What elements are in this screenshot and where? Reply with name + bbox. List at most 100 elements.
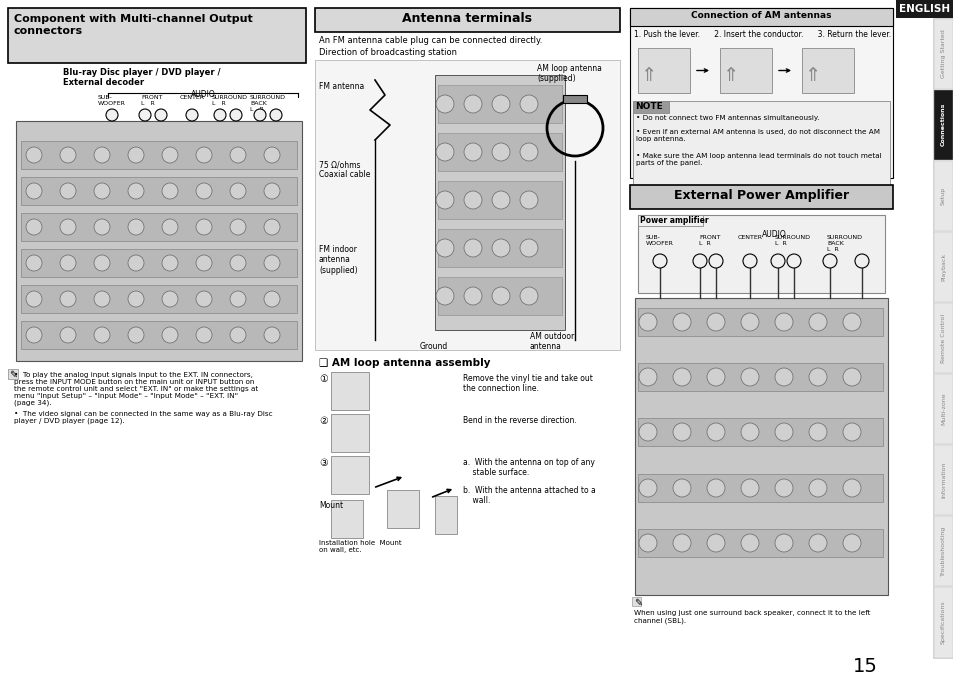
Circle shape	[186, 109, 198, 121]
Bar	[437, 85, 561, 123]
Text: SURROUND
L   R: SURROUND L R	[212, 95, 248, 106]
Circle shape	[195, 255, 212, 271]
Text: ①: ①	[318, 374, 328, 384]
Bar	[21, 285, 296, 313]
Circle shape	[162, 219, 178, 235]
Text: FRONT
L   R: FRONT L R	[141, 95, 163, 106]
Text: Connection of AM antennas: Connection of AM antennas	[691, 11, 831, 20]
Text: AUDIO: AUDIO	[760, 230, 785, 239]
Text: Setup: Setup	[940, 187, 945, 205]
Text: Specifications: Specifications	[940, 601, 945, 644]
Circle shape	[740, 534, 759, 552]
Text: CENTER: CENTER	[737, 235, 761, 240]
Bar	[629, 185, 892, 209]
Text: AM loop antenna
(supplied): AM loop antenna (supplied)	[537, 64, 601, 84]
Circle shape	[706, 423, 724, 441]
Circle shape	[740, 479, 759, 497]
Circle shape	[672, 423, 690, 441]
Circle shape	[195, 291, 212, 307]
Circle shape	[463, 287, 481, 305]
Text: When using just one surround back speaker, connect it to the left
channel (SBL).: When using just one surround back speake…	[634, 610, 869, 624]
Bar	[331, 500, 363, 538]
Text: Remove the vinyl tie and take out
the connection line.: Remove the vinyl tie and take out the co…	[462, 374, 592, 394]
Bar	[933, 446, 952, 515]
Bar	[895, 0, 953, 18]
Circle shape	[60, 327, 76, 343]
Circle shape	[230, 147, 246, 163]
Circle shape	[436, 95, 454, 113]
Circle shape	[519, 191, 537, 209]
Text: Mount: Mount	[318, 501, 343, 510]
Circle shape	[842, 313, 861, 331]
Text: ✎: ✎	[634, 598, 641, 608]
Text: ❑ AM loop antenna assembly: ❑ AM loop antenna assembly	[318, 358, 490, 368]
Text: Playback: Playback	[940, 253, 945, 281]
Circle shape	[519, 143, 537, 161]
Circle shape	[492, 287, 510, 305]
Bar	[435, 75, 564, 330]
Circle shape	[774, 423, 792, 441]
Circle shape	[639, 423, 657, 441]
Text: SUB-
WOOFER: SUB- WOOFER	[98, 95, 126, 106]
Text: Getting Started: Getting Started	[940, 29, 945, 78]
Bar	[635, 298, 887, 595]
Bar	[720, 48, 771, 93]
Bar	[933, 516, 952, 587]
Text: ③: ③	[318, 458, 328, 468]
Bar	[21, 177, 296, 205]
Circle shape	[740, 368, 759, 386]
Text: FRONT
L  R: FRONT L R	[699, 235, 720, 246]
Circle shape	[230, 109, 242, 121]
Bar	[633, 101, 668, 113]
Circle shape	[842, 423, 861, 441]
Circle shape	[639, 313, 657, 331]
Bar	[933, 18, 952, 88]
Circle shape	[94, 291, 110, 307]
Text: Troubleshooting: Troubleshooting	[940, 526, 945, 576]
Circle shape	[672, 479, 690, 497]
Circle shape	[26, 183, 42, 199]
Text: SURROUND
L  R: SURROUND L R	[774, 235, 810, 246]
Circle shape	[519, 95, 537, 113]
Circle shape	[128, 327, 144, 343]
Bar	[437, 277, 561, 315]
Text: Blu-ray Disc player / DVD player /
External decoder: Blu-ray Disc player / DVD player / Exter…	[63, 68, 220, 87]
Circle shape	[463, 143, 481, 161]
Circle shape	[706, 534, 724, 552]
Circle shape	[786, 254, 801, 268]
Text: SUB-
WOOFER: SUB- WOOFER	[645, 235, 673, 246]
Text: NOTE: NOTE	[635, 102, 662, 111]
Circle shape	[94, 183, 110, 199]
Bar	[629, 8, 892, 26]
Circle shape	[94, 147, 110, 163]
Circle shape	[708, 254, 722, 268]
Bar	[435, 496, 456, 534]
Circle shape	[60, 219, 76, 235]
Circle shape	[230, 183, 246, 199]
Bar	[633, 101, 889, 191]
Circle shape	[195, 219, 212, 235]
Circle shape	[740, 423, 759, 441]
Circle shape	[436, 143, 454, 161]
Text: Connections: Connections	[940, 103, 945, 146]
Text: Antenna terminals: Antenna terminals	[402, 12, 532, 25]
Bar	[21, 249, 296, 277]
Bar	[331, 456, 369, 494]
Circle shape	[195, 327, 212, 343]
Circle shape	[519, 287, 537, 305]
Circle shape	[692, 254, 706, 268]
Circle shape	[230, 327, 246, 343]
Bar	[387, 490, 418, 528]
Circle shape	[672, 313, 690, 331]
Circle shape	[740, 313, 759, 331]
Circle shape	[264, 219, 280, 235]
Bar	[437, 133, 561, 171]
Bar	[638, 48, 689, 93]
Circle shape	[264, 291, 280, 307]
Circle shape	[808, 423, 826, 441]
Circle shape	[26, 219, 42, 235]
Bar	[631, 597, 640, 606]
Bar	[638, 529, 882, 557]
Circle shape	[264, 327, 280, 343]
Bar	[16, 121, 302, 361]
